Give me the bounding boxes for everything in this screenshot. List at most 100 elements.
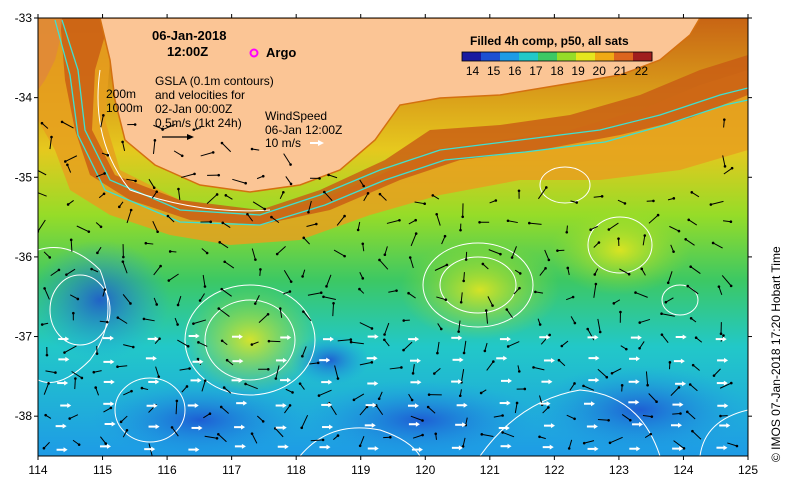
velocity-arrow	[722, 155, 726, 167]
velocity-arrow	[122, 261, 128, 274]
wind-arrow-head	[109, 335, 114, 341]
velocity-arrow-head	[712, 374, 716, 377]
velocity-arrow-head	[402, 319, 406, 322]
velocity-arrow	[379, 259, 389, 270]
velocity-arrow-head	[266, 313, 270, 316]
velocity-arrows	[38, 114, 739, 456]
velocity-arrow-head	[459, 228, 462, 232]
velocity-arrow-head	[730, 166, 734, 170]
colorbar-tick-label: 22	[635, 64, 649, 78]
wind-arrow-head	[371, 422, 376, 428]
velocity-arrow	[722, 220, 731, 223]
velocity-arrow-head	[349, 338, 353, 341]
wind-arrow-head	[546, 334, 551, 340]
velocity-arrow	[389, 366, 402, 370]
velocity-arrow	[692, 430, 702, 440]
velocity-arrow	[544, 249, 550, 261]
velocity-arrow	[177, 295, 182, 306]
velocity-arrow	[93, 370, 102, 373]
velocity-arrow-head	[499, 252, 502, 256]
velocity-arrow	[665, 297, 674, 303]
velocity-arrow-head	[318, 177, 321, 180]
velocity-arrow-head	[144, 241, 148, 245]
wind-arrow-head	[282, 403, 287, 409]
velocity-arrow-head	[133, 123, 137, 126]
velocity-arrow-head	[652, 199, 655, 203]
velocity-arrow-head	[492, 360, 495, 363]
velocity-arrow	[414, 201, 425, 205]
velocity-arrow	[375, 405, 384, 416]
y-tick-label: -36	[15, 250, 33, 264]
velocity-arrow-head	[672, 250, 675, 253]
velocity-arrow-head	[510, 256, 514, 259]
velocity-arrow-head	[439, 327, 443, 331]
velocity-arrow	[351, 341, 364, 345]
velocity-arrow	[379, 193, 387, 201]
velocity-arrow-head	[288, 290, 292, 293]
velocity-arrow-head	[261, 420, 265, 423]
wind-arrow-head	[374, 380, 379, 386]
velocity-arrow-head	[263, 207, 267, 211]
velocity-arrow	[99, 436, 107, 444]
velocity-arrow	[597, 318, 601, 333]
velocity-arrow-head	[152, 186, 156, 189]
wind-arrow-head	[678, 422, 683, 428]
velocity-arrow-head	[289, 163, 292, 166]
velocity-arrow	[688, 219, 698, 226]
velocity-arrow	[38, 170, 47, 176]
colorbar-segment	[500, 52, 520, 61]
y-tick-label: -34	[15, 91, 33, 105]
velocity-arrow-head	[250, 343, 254, 346]
velocity-arrow-head	[457, 330, 460, 333]
velocity-arrow-head	[221, 221, 225, 225]
wind-arrow-head	[550, 357, 555, 363]
velocity-arrow-head	[130, 389, 133, 393]
imos-credit: © IMOS 07-Jan-2018 17:20 Hobart Time	[769, 246, 783, 462]
velocity-arrow-head	[672, 197, 676, 200]
velocity-arrow-head	[317, 394, 321, 397]
velocity-arrow-head	[102, 192, 106, 196]
wind-arrow-head	[241, 443, 246, 449]
velocity-arrow	[568, 439, 573, 449]
velocity-scale-arrow	[162, 134, 194, 140]
velocity-arrow	[710, 200, 724, 206]
velocity-arrow-head	[106, 153, 110, 157]
x-tick-label: 115	[93, 463, 112, 477]
velocity-arrow	[386, 219, 400, 224]
velocity-arrow	[569, 383, 575, 391]
wind-arrow-head	[682, 334, 687, 340]
velocity-arrow	[220, 406, 229, 414]
velocity-arrow	[95, 387, 100, 396]
velocity-arrow-head	[302, 310, 305, 313]
velocity-arrow	[251, 248, 256, 260]
velocity-arrow-head	[217, 307, 221, 310]
velocity-arrow	[126, 209, 132, 224]
wind-arrow-head	[197, 377, 202, 383]
wind-arrow-head	[372, 402, 377, 408]
velocity-arrow-head	[105, 320, 109, 324]
velocity-arrow	[507, 341, 520, 347]
velocity-arrow-head	[483, 349, 487, 353]
velocity-arrow-head	[547, 258, 551, 262]
velocity-arrow	[252, 201, 265, 210]
velocity-arrow	[529, 222, 542, 225]
velocity-arrow-head	[660, 312, 663, 315]
velocity-arrow-head	[203, 379, 207, 383]
velocity-arrow-head	[534, 290, 537, 294]
velocity-arrow-head	[336, 434, 340, 437]
velocity-arrow	[334, 365, 339, 379]
gsla-contour	[184, 284, 316, 396]
colorbar-segment	[614, 52, 634, 61]
colorbar-title: Filled 4h comp, p50, all sats	[470, 34, 629, 48]
velocity-arrow-head	[435, 212, 438, 216]
velocity-arrow-head	[109, 406, 113, 410]
velocity-arrow	[597, 418, 609, 421]
velocity-arrow-head	[421, 419, 424, 422]
velocity-arrow-head	[679, 412, 682, 415]
gsla-label-line-1: GSLA (0.1m contours)	[155, 74, 274, 88]
velocity-arrow-head	[155, 190, 159, 194]
velocity-arrow-head	[192, 322, 195, 325]
velocity-arrow-head	[735, 444, 739, 448]
velocity-arrow-head	[586, 327, 590, 331]
